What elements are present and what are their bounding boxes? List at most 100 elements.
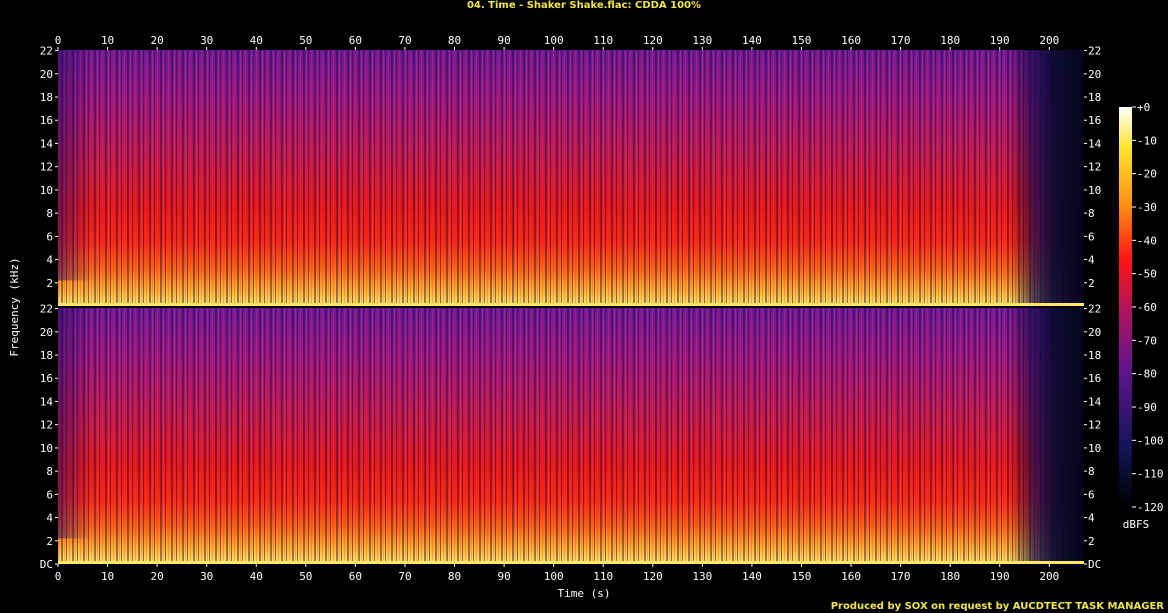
y-tick-label: 14 (40, 137, 54, 150)
dc-band (58, 561, 1084, 564)
x-tick-label: 100 (544, 570, 564, 583)
chart-title: 04. Time - Shaker Shake.flac: CDDA 100% (466, 0, 702, 11)
colorbar-tick-label: +0 (1137, 101, 1150, 114)
x-tick-label: 160 (841, 570, 861, 583)
y-tick-label: 16 (1088, 372, 1101, 385)
x-tick-label: 60 (349, 34, 362, 47)
y-tick-label: 2 (46, 277, 53, 290)
colorbar-tick-label: -20 (1137, 168, 1157, 181)
y-tick-label: 20 (1088, 68, 1101, 81)
y-tick-label: 6 (46, 488, 53, 501)
x-tick-label: 170 (891, 34, 911, 47)
spectrum-texture (58, 308, 1084, 564)
x-tick-label: 20 (151, 570, 164, 583)
colorbar-gradient (1119, 107, 1132, 507)
y-tick-label: 14 (1088, 137, 1102, 150)
y-tick-label: 4 (1088, 254, 1095, 267)
y-tick-label: 4 (1088, 512, 1095, 525)
colorbar-tick-label: -110 (1137, 468, 1164, 481)
fadeout-region (1009, 50, 1084, 306)
y-tick-label: 8 (1088, 207, 1095, 220)
y-tick-label: 20 (40, 326, 53, 339)
x-tick-label: 190 (990, 34, 1010, 47)
x-tick-label: 150 (792, 570, 812, 583)
x-tick-label: 90 (497, 570, 510, 583)
y-tick-label: 10 (40, 442, 53, 455)
y-tick-label: 4 (46, 512, 53, 525)
y-tick-label: 8 (1088, 465, 1095, 478)
x-axis-label: Time (s) (558, 587, 611, 600)
colorbar-tick-label: -10 (1137, 134, 1157, 147)
colorbar: +0 -10 -20 -30 -40 -50 -60 -70 -80 -90 -100 -110 -12… (1119, 101, 1164, 514)
x-tick-label: 80 (448, 570, 461, 583)
y-tick-label: 10 (1088, 442, 1101, 455)
spectrum-texture (58, 50, 1084, 306)
x-tick-label: 180 (940, 570, 960, 583)
y-tick-label: 18 (40, 91, 53, 104)
y-tick-label: 22 (40, 303, 53, 316)
y-tick-label: 6 (1088, 488, 1095, 501)
x-tick-label: 200 (1039, 34, 1059, 47)
x-tick-label: 110 (593, 570, 613, 583)
y-tick-label: 14 (40, 395, 54, 408)
x-tick-label: 200 (1039, 570, 1059, 583)
y-tick-label: 4 (46, 254, 53, 267)
x-tick-label: 180 (940, 34, 960, 47)
x-tick-label: 10 (101, 34, 114, 47)
intro-region (58, 50, 93, 281)
y-tick-label: 6 (1088, 230, 1095, 243)
colorbar-tick-label: -70 (1137, 334, 1157, 347)
x-tick-label: 30 (200, 570, 213, 583)
y-tick-label: 22 (1088, 303, 1101, 316)
x-tick-label: 140 (742, 570, 762, 583)
x-tick-label: 0 (55, 570, 62, 583)
intro-region (58, 308, 93, 539)
x-tick-label: 170 (891, 570, 911, 583)
y-tick-label: 10 (40, 184, 53, 197)
y-tick-label: 16 (40, 372, 53, 385)
colorbar-tick-label: -80 (1137, 368, 1157, 381)
y-tick-label: 8 (46, 207, 53, 220)
y-tick-label: 10 (1088, 184, 1101, 197)
colorbar-tick-label: -90 (1137, 401, 1157, 414)
x-tick-label: 100 (544, 34, 564, 47)
y-tick-label: DC (40, 558, 53, 571)
y-tick-label: 20 (40, 68, 53, 81)
y-tick-label: 12 (40, 419, 53, 432)
x-tick-label: 10 (101, 570, 114, 583)
x-tick-label: 50 (299, 34, 312, 47)
x-tick-label: 80 (448, 34, 461, 47)
y-tick-label: 22 (40, 45, 53, 58)
x-tick-label: 130 (692, 34, 712, 47)
y-tick-label: 14 (1088, 395, 1102, 408)
x-tick-label: 120 (643, 570, 663, 583)
y-tick-label: 20 (1088, 326, 1101, 339)
x-tick-label: 0 (55, 34, 62, 47)
y-tick-label: 18 (1088, 349, 1101, 362)
colorbar-tick-label: -40 (1137, 234, 1157, 247)
footer-credit: Produced by SOX on request by AUCDTECT T… (830, 601, 1164, 612)
y-tick-label: 2 (46, 535, 53, 548)
x-tick-label: 140 (742, 34, 762, 47)
colorbar-label: dBFS (1123, 518, 1150, 531)
x-tick-label: 120 (643, 34, 663, 47)
y-axis-label: Frequency (kHz) (8, 257, 21, 356)
x-tick-label: 30 (200, 34, 213, 47)
x-tick-label: 160 (841, 34, 861, 47)
x-tick-label: 90 (497, 34, 510, 47)
y-tick-label: 12 (1088, 419, 1101, 432)
x-tick-label: 50 (299, 570, 312, 583)
y-tick-label: 2 (1088, 277, 1095, 290)
colorbar-tick-label: -100 (1137, 434, 1164, 447)
y-tick-label: 18 (40, 349, 53, 362)
y-tick-label: 2 (1088, 535, 1095, 548)
x-tick-label: 40 (250, 34, 263, 47)
y-tick-label: 12 (40, 161, 53, 174)
y-tick-label: 8 (46, 465, 53, 478)
y-tick-label: 16 (1088, 114, 1101, 127)
spectrogram-channel-2 (58, 308, 1084, 564)
y-tick-label: 12 (1088, 161, 1101, 174)
y-tick-label: DC (1088, 558, 1101, 571)
x-tick-label: 110 (593, 34, 613, 47)
